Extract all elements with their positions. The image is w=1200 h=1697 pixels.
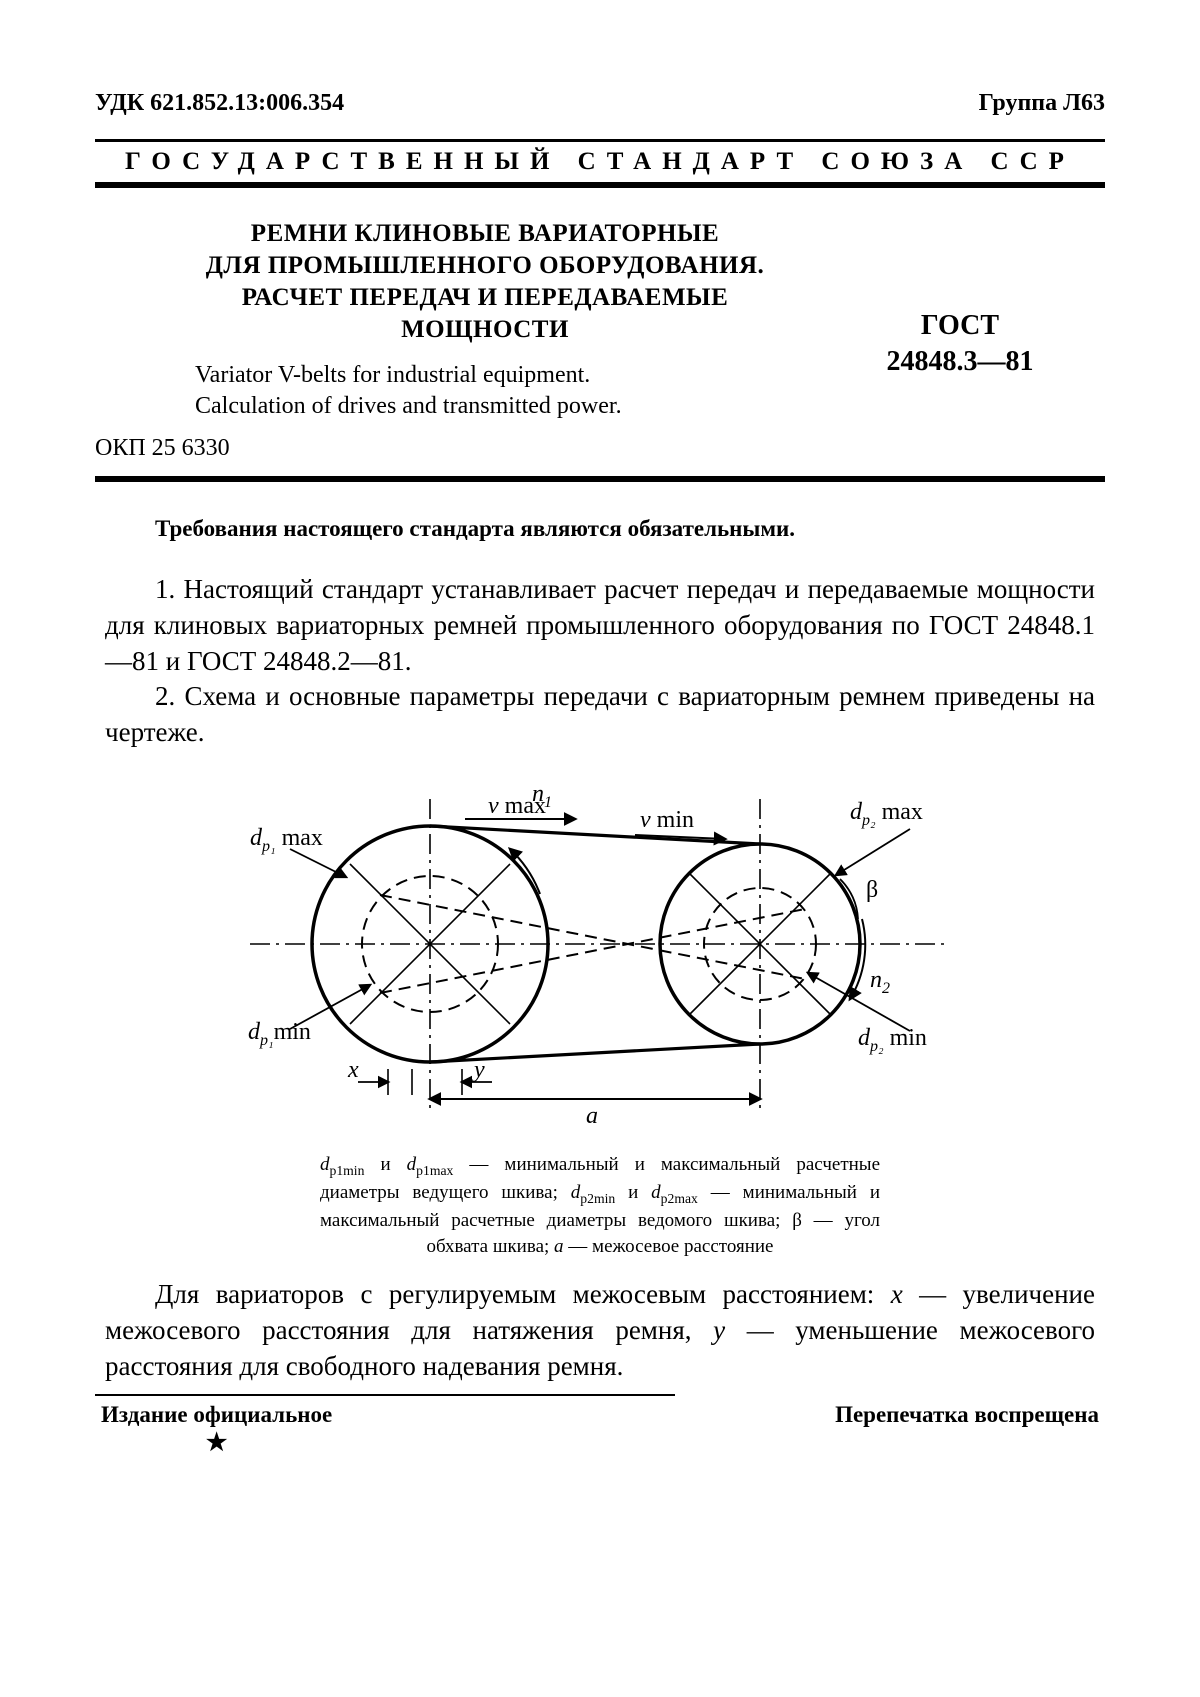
title-en-line1: Variator V-belts for industrial equipmen… xyxy=(195,360,845,391)
lbl-vmin: v min xyxy=(640,807,694,833)
svg-text:dp₂ max: dp₂ max xyxy=(850,799,923,829)
title-russian: РЕМНИ КЛИНОВЫЕ ВАРИАТОРНЫЕ ДЛЯ ПРОМЫШЛЕН… xyxy=(125,218,845,346)
title-ru-line3: РАСЧЕТ ПЕРЕДАЧ И ПЕРЕДАВАЕМЫЕ xyxy=(125,282,845,314)
belt-drive-diagram: dp₁ max dp₁min dp₂ max dp₂ min v max v m… xyxy=(95,769,1105,1260)
lbl-n1: n1 xyxy=(532,781,552,811)
lbl-beta: β xyxy=(866,877,878,903)
title-left: РЕМНИ КЛИНОВЫЕ ВАРИАТОРНЫЕ ДЛЯ ПРОМЫШЛЕН… xyxy=(125,218,845,421)
svg-text:dp₁min: dp₁min xyxy=(248,1019,311,1049)
group-code: Группа Л63 xyxy=(979,90,1105,117)
footer-rule xyxy=(95,1394,675,1396)
state-standard-banner: ГОСУДАРСТВЕННЫЙ СТАНДАРТ СОЮЗА ССР xyxy=(95,139,1105,188)
footer: Издание официальное ★ Перепечатка воспре… xyxy=(95,1402,1105,1457)
lbl-n2: n2 xyxy=(870,967,890,997)
footer-left: Издание официальное ★ xyxy=(101,1402,332,1457)
document-page: УДК 621.852.13:006.354 Группа Л63 ГОСУДА… xyxy=(0,0,1200,1697)
title-ru-line2: ДЛЯ ПРОМЫШЛЕННОГО ОБОРУДОВАНИЯ. xyxy=(125,250,845,282)
edition-official: Издание официальное xyxy=(101,1402,332,1427)
star-icon: ★ xyxy=(101,1428,332,1457)
body-text: 1. Настоящий стандарт устанавливает расч… xyxy=(95,548,1105,750)
post-figure-text: Для вариаторов с регулируемым межосевым … xyxy=(95,1259,1105,1384)
paragraph-2: 2. Схема и основные параметры передачи с… xyxy=(105,679,1095,750)
lbl-x: x xyxy=(347,1057,359,1083)
figure-caption: dp1min и dp1max — минимальный и максимал… xyxy=(320,1152,880,1260)
reprint-forbidden: Перепечатка воспрещена xyxy=(835,1402,1099,1457)
mandatory-note: Требования настоящего стандарта являются… xyxy=(95,482,1105,548)
udk-code: УДК 621.852.13:006.354 xyxy=(95,90,344,117)
standard-code: ГОСТ 24848.3—81 xyxy=(845,218,1075,421)
gost-label: ГОСТ xyxy=(845,308,1075,344)
lbl-a: a xyxy=(586,1103,598,1129)
header-top-line: УДК 621.852.13:006.354 Группа Л63 xyxy=(95,90,1105,117)
title-block: РЕМНИ КЛИНОВЫЕ ВАРИАТОРНЫЕ ДЛЯ ПРОМЫШЛЕН… xyxy=(95,218,1105,421)
svg-text:dp₁ max: dp₁ max xyxy=(250,825,323,855)
lbl-y: y xyxy=(472,1057,485,1083)
title-english: Variator V-belts for industrial equipmen… xyxy=(125,360,845,421)
paragraph-1: 1. Настоящий стандарт устанавливает расч… xyxy=(105,572,1095,679)
post-figure-para: Для вариаторов с регулируемым межосевым … xyxy=(105,1277,1095,1384)
okp-code: ОКП 25 6330 xyxy=(95,421,1105,476)
title-ru-line4: МОЩНОСТИ xyxy=(125,314,845,346)
gost-number: 24848.3—81 xyxy=(845,344,1075,380)
svg-text:dp₂ min: dp₂ min xyxy=(858,1025,927,1055)
title-ru-line1: РЕМНИ КЛИНОВЫЕ ВАРИАТОРНЫЕ xyxy=(125,218,845,250)
diagram-svg: dp₁ max dp₁min dp₂ max dp₂ min v max v m… xyxy=(230,769,970,1139)
title-en-line2: Calculation of drives and transmitted po… xyxy=(195,391,845,422)
